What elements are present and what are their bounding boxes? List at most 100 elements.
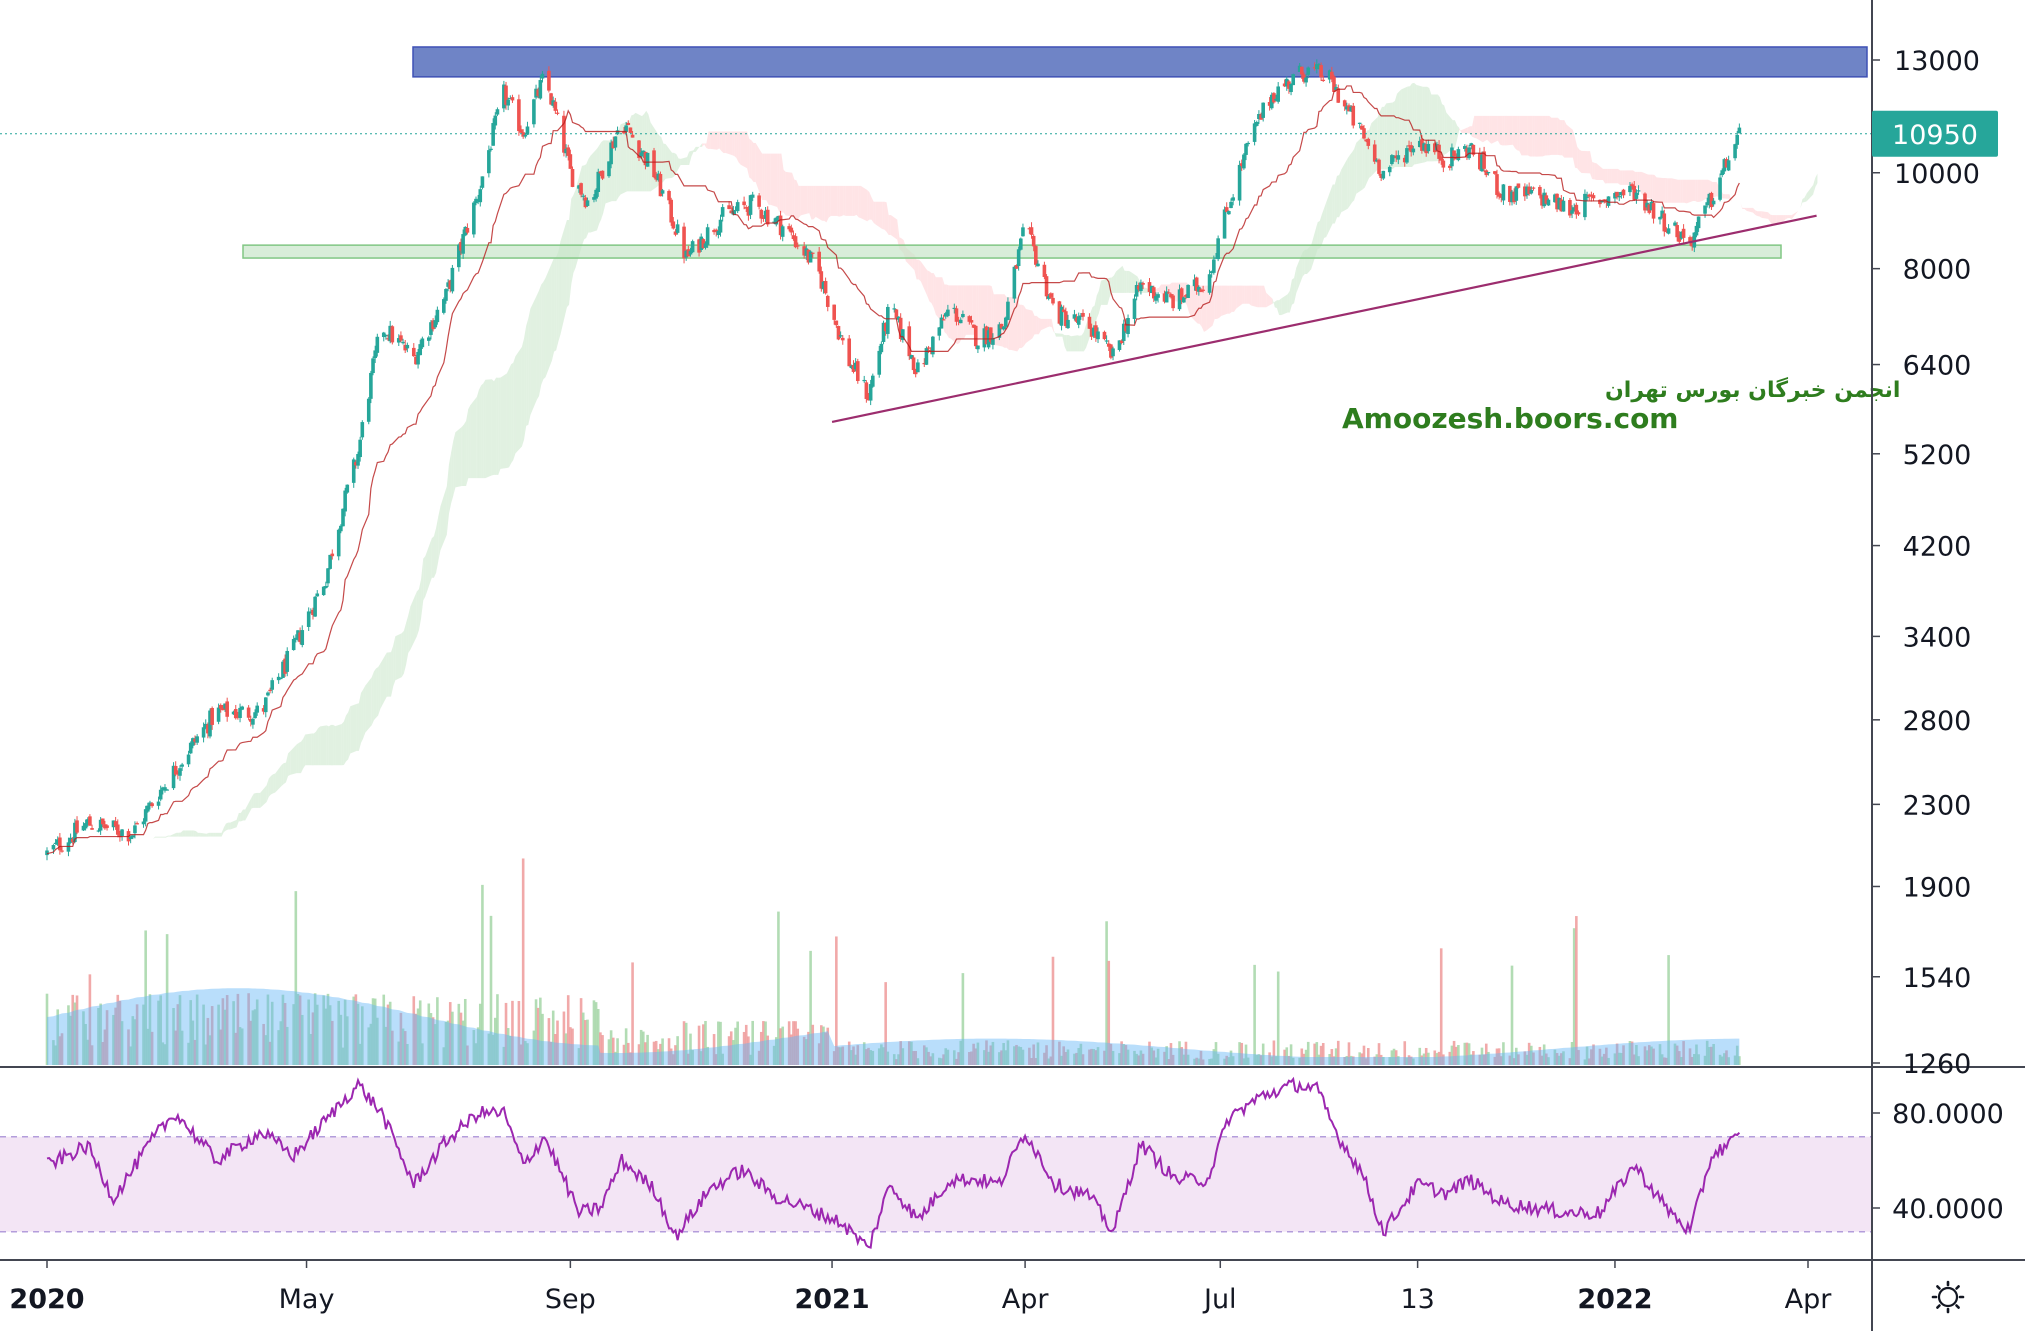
support-zone[interactable] xyxy=(242,244,1782,259)
candle-body xyxy=(276,676,281,681)
candle-body xyxy=(315,593,320,597)
volume-bar xyxy=(376,1017,379,1065)
candle-body xyxy=(1315,64,1319,70)
candle-body xyxy=(1136,285,1141,290)
volume-bar xyxy=(1405,1057,1409,1065)
cloud-segment xyxy=(1506,115,1513,146)
cloud-segment xyxy=(1203,285,1207,332)
volume-bar xyxy=(1073,1053,1076,1065)
volume-bar xyxy=(1733,1055,1737,1065)
candle-body xyxy=(88,816,92,826)
volume-bar xyxy=(721,1053,724,1065)
volume-bar xyxy=(532,1030,536,1065)
volume-bar xyxy=(1364,1058,1368,1065)
cloud-segment xyxy=(1727,194,1730,199)
candle-body xyxy=(1046,296,1051,299)
candle-body xyxy=(1079,315,1083,317)
candle-body xyxy=(1540,194,1544,206)
volume-bar xyxy=(1246,1057,1250,1065)
volume-bar xyxy=(208,1035,212,1065)
volume-bar xyxy=(298,995,302,1065)
volume-bar xyxy=(1126,1049,1130,1065)
cloud-segment xyxy=(167,835,171,837)
volume-bar xyxy=(869,1050,872,1065)
volume-bar xyxy=(1283,1049,1286,1065)
cloud-segment xyxy=(1446,112,1453,154)
volume-bar xyxy=(937,1057,941,1065)
cloud-segment xyxy=(725,131,733,156)
volume-bar xyxy=(1718,1054,1722,1065)
candle-body xyxy=(218,705,223,709)
volume-bar xyxy=(1452,1040,1456,1065)
cloud-segment xyxy=(215,832,222,837)
trendline[interactable] xyxy=(831,214,1817,424)
cloud-segment xyxy=(433,527,437,578)
candle-body xyxy=(343,490,347,512)
time-tick-label: Sep xyxy=(545,1284,596,1315)
candle-body xyxy=(1478,152,1482,170)
volume-bar xyxy=(547,1018,551,1065)
candle-body xyxy=(399,335,403,341)
candle-body xyxy=(1501,184,1506,201)
cloud-segment xyxy=(1040,318,1048,331)
candle-body xyxy=(150,803,154,807)
volume-bar xyxy=(71,994,75,1065)
candle-body xyxy=(1735,134,1740,145)
cloud-segment xyxy=(1551,117,1558,155)
cloud-segment xyxy=(616,130,619,202)
volume-bar xyxy=(399,1012,403,1065)
cloud-segment xyxy=(315,728,319,766)
volume-bar xyxy=(802,1036,806,1065)
cloud-segment xyxy=(1476,115,1483,143)
candle-body xyxy=(1450,147,1454,167)
candle-body xyxy=(1134,285,1139,297)
volume-bar xyxy=(554,1034,557,1065)
cloud-segment xyxy=(869,192,872,220)
resistance-zone[interactable] xyxy=(412,46,1868,78)
volume-bar xyxy=(1690,1056,1694,1065)
candle-body xyxy=(231,711,236,715)
volume-bar xyxy=(103,1029,107,1065)
cloud-segment xyxy=(1334,175,1337,224)
cloud-segment xyxy=(521,338,525,447)
volume-bar xyxy=(1317,1054,1321,1065)
candle-body xyxy=(922,363,927,365)
candle-body xyxy=(1484,170,1489,176)
cloud-segment xyxy=(356,703,359,751)
support-trendline[interactable] xyxy=(831,214,1817,424)
candle-body xyxy=(328,554,332,569)
volume-bar xyxy=(1542,1044,1546,1065)
candle-body xyxy=(1297,65,1302,72)
gear-icon[interactable] xyxy=(1931,1280,1965,1314)
candle-body xyxy=(1726,160,1731,171)
candle-body xyxy=(1306,67,1311,75)
volume-bar xyxy=(1092,1049,1096,1065)
candle-body xyxy=(1630,184,1634,187)
volume-bar xyxy=(1111,1050,1115,1065)
time-axis[interactable]: 2020 May Sep 2021 Apr Jul 13 2022 Apr xyxy=(9,1260,1832,1315)
candle-body xyxy=(472,202,476,235)
volume-bar xyxy=(1347,1042,1351,1065)
cloud-segment xyxy=(856,185,859,218)
candle-body xyxy=(1542,192,1546,207)
volume-bar xyxy=(418,1000,422,1065)
price-axis[interactable]: 1300010000800064005200420034002800230019… xyxy=(1872,46,1980,1080)
cloud-segment xyxy=(1697,179,1700,202)
cloud-segment xyxy=(388,652,392,697)
volume-bar xyxy=(337,1000,341,1065)
volume-bar xyxy=(421,1043,424,1065)
volume-bar xyxy=(1587,1058,1591,1065)
volume-bar xyxy=(313,993,317,1065)
candle-body xyxy=(203,723,208,728)
cloud-segment xyxy=(376,667,379,718)
volume-bar xyxy=(747,1036,750,1065)
candle-body xyxy=(916,362,920,373)
cloud-segment xyxy=(161,836,164,838)
volume-bar xyxy=(1148,1041,1151,1065)
cloud-segment xyxy=(1289,279,1292,313)
volume-bar xyxy=(157,1000,160,1065)
candle-body xyxy=(1201,289,1205,291)
candle-body xyxy=(744,207,749,209)
candle-body xyxy=(849,365,854,368)
